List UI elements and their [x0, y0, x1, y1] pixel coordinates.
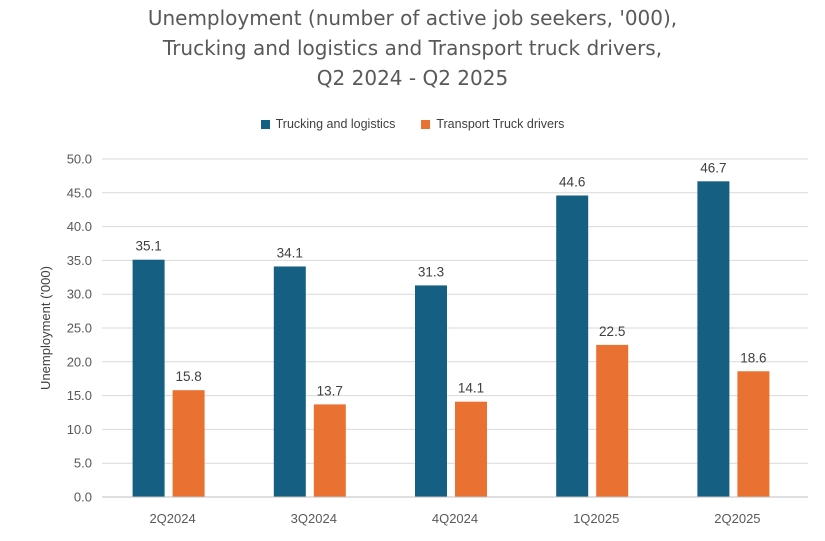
x-tick-label: 2Q2024	[149, 511, 195, 526]
bar-trucking	[273, 266, 306, 497]
x-tick-label: 1Q2025	[573, 511, 619, 526]
y-tick-label: 40.0	[67, 219, 92, 234]
data-label: 44.6	[559, 175, 585, 190]
legend: Trucking and logistics Transport Truck d…	[0, 117, 825, 131]
legend-swatch-truck-drivers	[421, 119, 431, 129]
legend-label-truck-drivers: Transport Truck drivers	[436, 117, 565, 131]
chart-title-line-3: Q2 2024 - Q2 2025	[316, 66, 509, 90]
bar-truck-drivers	[172, 390, 205, 497]
data-label: 14.1	[458, 381, 484, 396]
y-tick-label: 20.0	[67, 354, 92, 369]
x-tick-label: 2Q2025	[714, 511, 760, 526]
x-tick-label: 3Q2024	[291, 511, 337, 526]
bar-trucking	[132, 259, 165, 497]
data-label: 13.7	[317, 383, 343, 398]
y-tick-label: 15.0	[67, 388, 92, 403]
bar-truck-drivers	[596, 344, 629, 497]
y-tick-label: 25.0	[67, 321, 92, 336]
data-label: 18.6	[740, 350, 766, 365]
x-tick-label: 4Q2024	[432, 511, 478, 526]
y-tick-label: 35.0	[67, 253, 92, 268]
data-label: 15.8	[175, 369, 201, 384]
y-tick-label: 45.0	[67, 185, 92, 200]
data-label: 46.7	[700, 160, 726, 175]
data-label: 35.1	[135, 239, 161, 254]
data-label: 34.1	[277, 245, 303, 260]
bar-trucking	[556, 195, 589, 497]
bar-truck-drivers	[737, 371, 770, 497]
y-tick-label: 5.0	[74, 456, 92, 471]
legend-item-truck-drivers: Transport Truck drivers	[421, 117, 564, 131]
bar-trucking	[415, 285, 447, 497]
data-label: 22.5	[599, 324, 625, 339]
bar-truck-drivers	[313, 404, 346, 497]
y-tick-label: 10.0	[67, 422, 92, 437]
y-tick-label: 50.0	[67, 152, 92, 167]
bar-truck-drivers	[455, 401, 487, 497]
y-tick-label: 30.0	[67, 287, 92, 302]
legend-swatch-trucking	[260, 119, 270, 129]
y-axis-label: Unemployment ('000)	[38, 266, 53, 390]
bar-trucking	[697, 181, 730, 498]
y-tick-label: 0.0	[74, 490, 92, 505]
chart-title-line-1: Unemployment (number of active job seeke…	[147, 6, 678, 30]
legend-label-trucking: Trucking and logistics	[275, 117, 396, 131]
chart-title-line-2: Trucking and logistics and Transport tru…	[162, 36, 663, 60]
legend-item-trucking: Trucking and logistics	[260, 117, 396, 131]
data-label: 31.3	[418, 264, 444, 279]
